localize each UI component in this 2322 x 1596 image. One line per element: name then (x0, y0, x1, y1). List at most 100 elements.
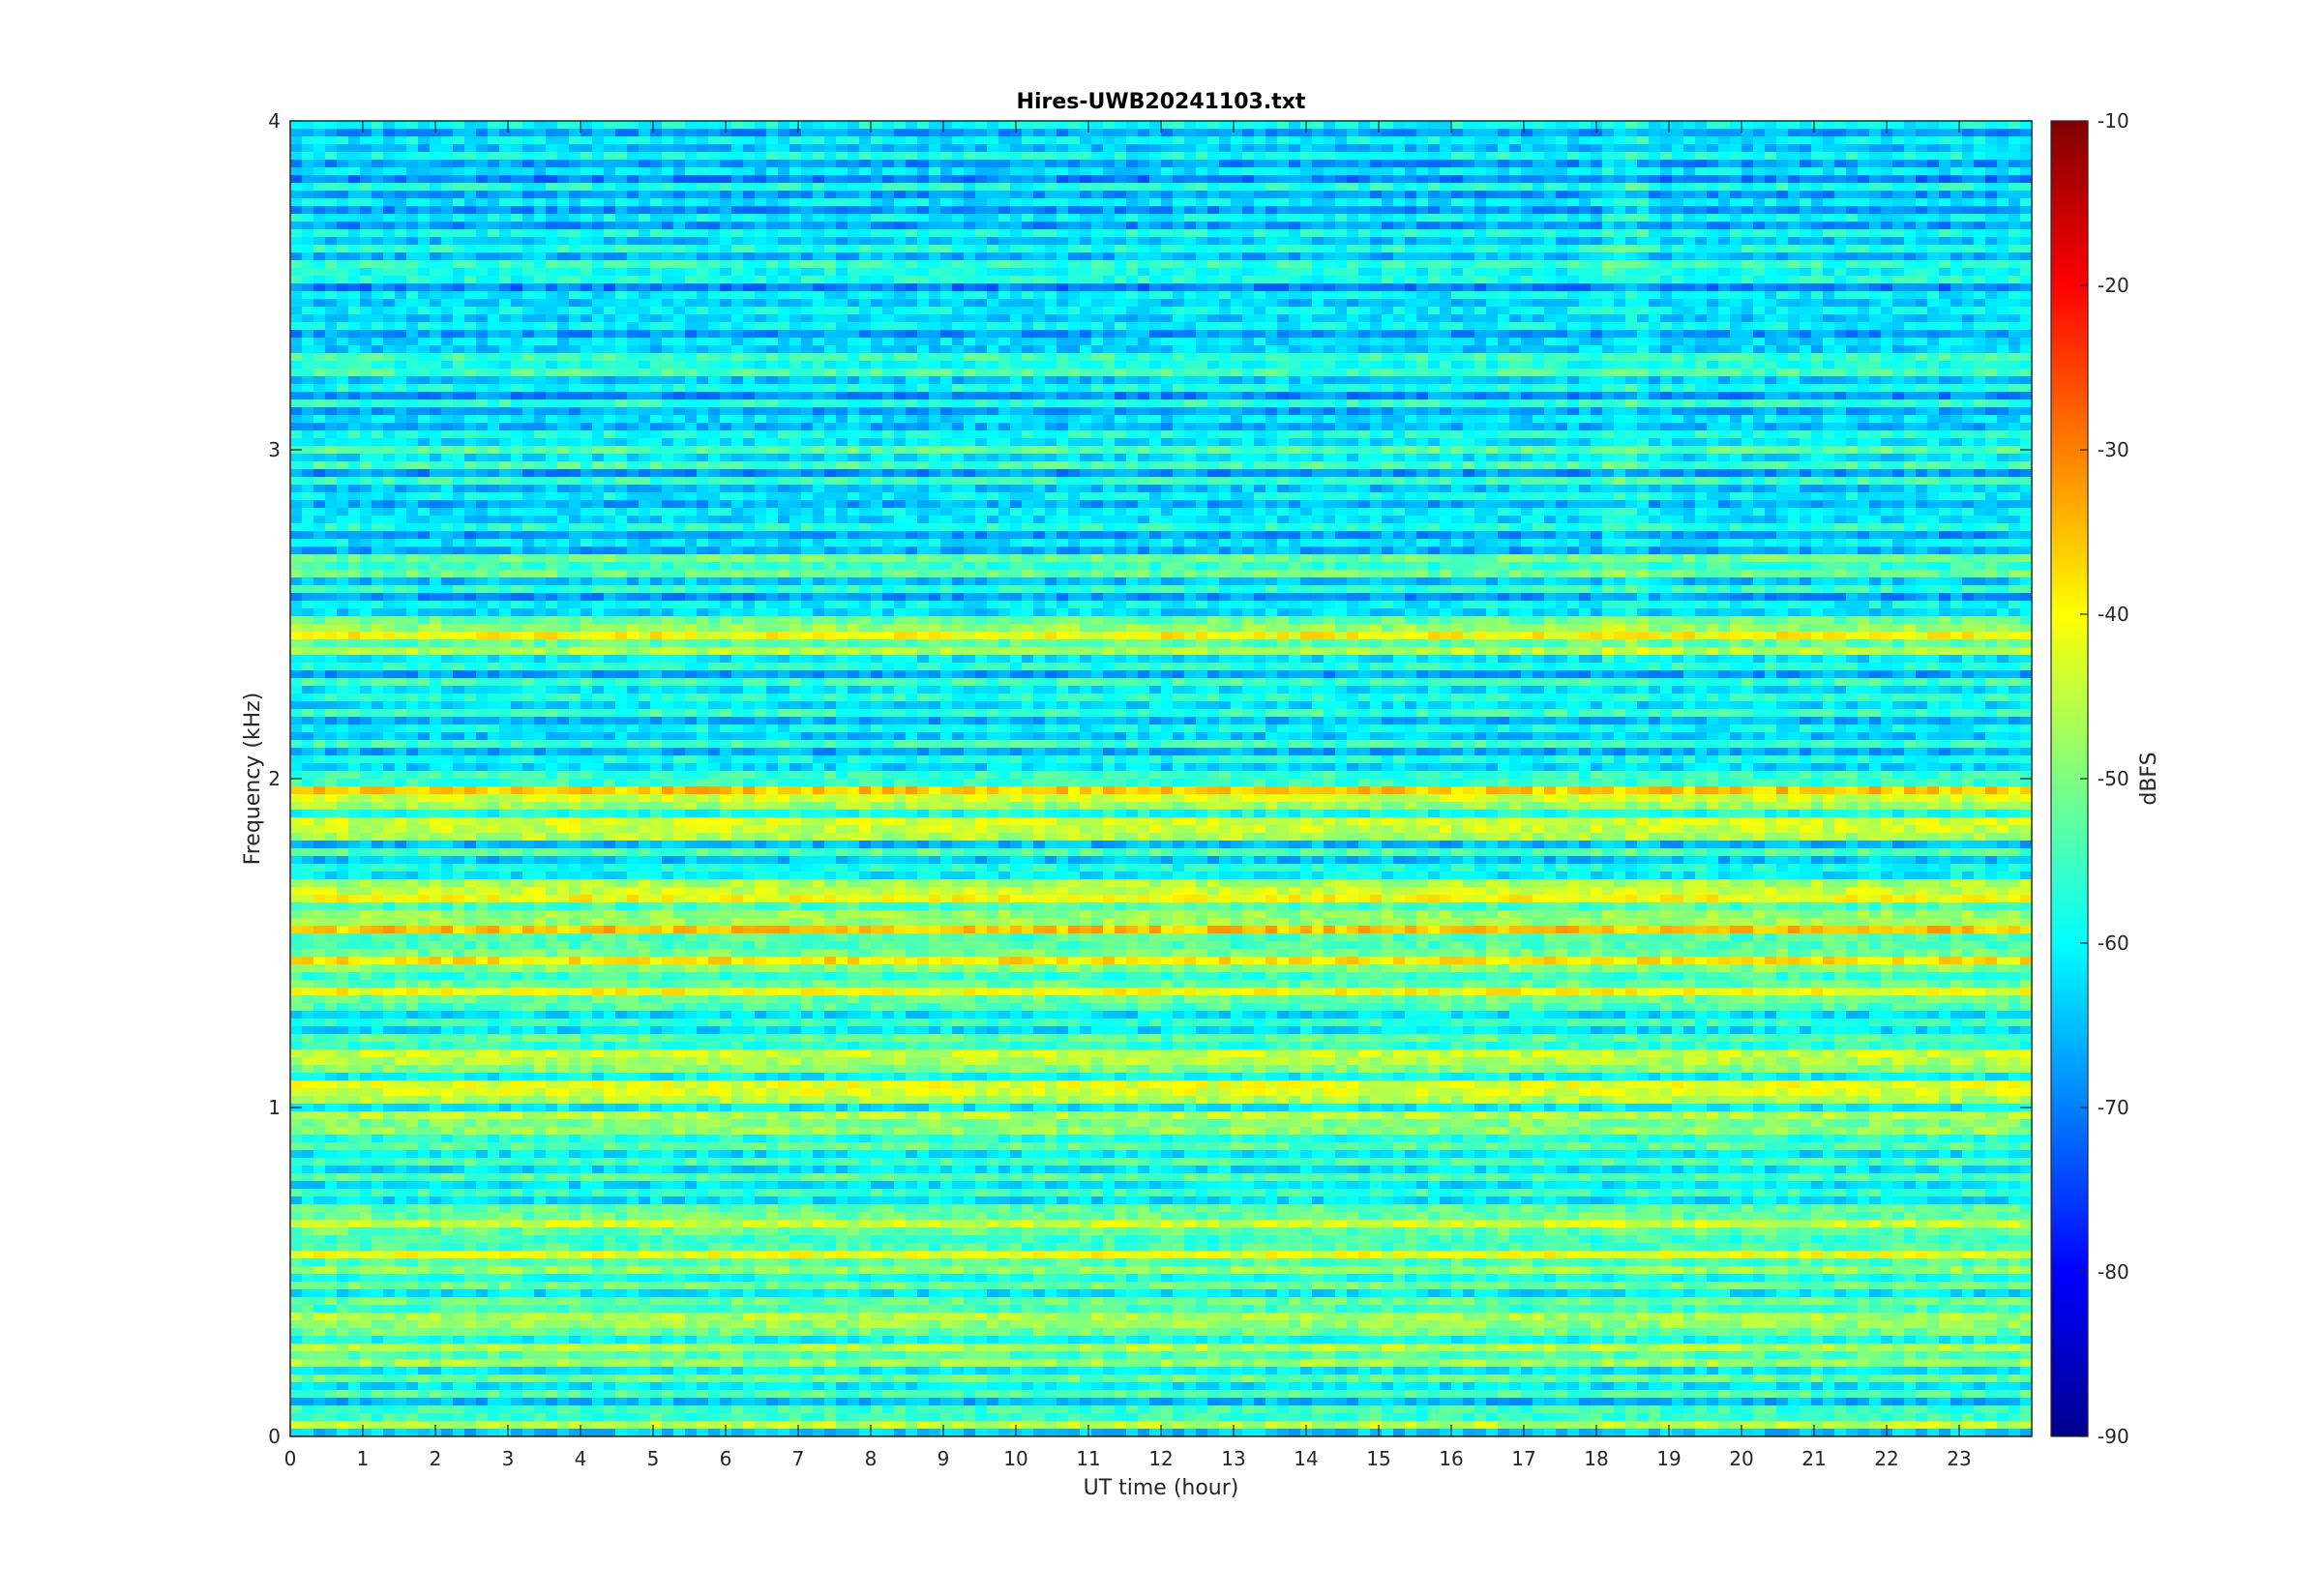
heatmap-cell (1591, 245, 1603, 253)
heatmap-cell (1184, 338, 1197, 346)
heatmap-cell (1103, 283, 1116, 292)
heatmap-cell (1289, 345, 1301, 354)
heatmap-cell (801, 129, 814, 137)
heatmap-cell (1962, 222, 1975, 230)
heatmap-cell (499, 314, 512, 323)
heatmap-cell (1591, 252, 1603, 261)
heatmap-cell (1173, 307, 1185, 315)
heatmap-cell (325, 160, 338, 168)
heatmap-cell (871, 361, 883, 369)
heatmap-cell (1985, 160, 1998, 168)
heatmap-cell (1834, 369, 1847, 377)
heatmap-cell (1800, 283, 1812, 292)
heatmap-cell (952, 299, 965, 308)
heatmap-cell (290, 167, 303, 176)
heatmap-cell (813, 353, 825, 362)
heatmap-cell (1103, 129, 1116, 137)
heatmap-cell (1335, 183, 1348, 192)
heatmap-cell (1579, 245, 1592, 253)
heatmap-cell (1823, 167, 1835, 176)
heatmap-cell (1567, 183, 1580, 192)
heatmap-cell (1416, 144, 1429, 153)
heatmap-cell (1138, 175, 1150, 184)
heatmap-cell (650, 214, 663, 222)
heatmap-cell (1138, 252, 1150, 261)
heatmap-cell (685, 361, 698, 369)
heatmap-cell (1498, 268, 1510, 277)
heatmap-cell (1904, 322, 1917, 331)
heatmap-cell (627, 252, 640, 261)
heatmap-cell (488, 237, 500, 246)
heatmap-cell (1567, 160, 1580, 168)
heatmap-cell (337, 245, 349, 253)
heatmap-cell (1695, 369, 1708, 377)
heatmap-cell (940, 229, 953, 238)
heatmap-cell (1916, 206, 1928, 215)
heatmap-cell (1022, 167, 1034, 176)
heatmap-cell (848, 353, 860, 362)
heatmap-cell (1300, 322, 1313, 331)
heatmap-cell (1765, 121, 1777, 130)
heatmap-cell (615, 136, 628, 145)
heatmap-cell (1591, 152, 1603, 161)
heatmap-cell (1486, 160, 1499, 168)
heatmap-cell (360, 345, 372, 354)
heatmap-cell (2009, 322, 2021, 331)
heatmap-cell (1463, 299, 1475, 308)
heatmap-cell (1045, 160, 1057, 168)
heatmap-row (290, 136, 2033, 145)
heatmap-cell (1742, 191, 1754, 199)
heatmap-cell (1103, 314, 1116, 323)
heatmap-cell (1405, 136, 1417, 145)
heatmap-cell (1265, 175, 1278, 184)
heatmap-cell (871, 276, 883, 284)
heatmap-cell (1416, 322, 1429, 331)
heatmap-cell (1672, 338, 1684, 346)
heatmap-cell (1718, 299, 1731, 308)
heatmap-cell (383, 175, 396, 184)
heatmap-cell (1788, 245, 1801, 253)
heatmap-cell (557, 160, 570, 168)
heatmap-cell (557, 136, 570, 145)
heatmap-cell (1718, 183, 1731, 192)
heatmap-cell (685, 260, 698, 269)
heatmap-cell (418, 252, 431, 261)
heatmap-cell (1358, 245, 1371, 253)
heatmap-cell (824, 260, 837, 269)
heatmap-cell (1985, 283, 1998, 292)
heatmap-cell (488, 183, 500, 192)
heatmap-cell (395, 252, 407, 261)
heatmap-cell (1068, 206, 1081, 215)
heatmap-cell (1068, 229, 1081, 238)
heatmap-cell (337, 144, 349, 153)
heatmap-cell (1335, 152, 1348, 161)
heatmap-cell (1985, 175, 1998, 184)
heatmap-cell (731, 268, 744, 277)
heatmap-cell (1428, 369, 1441, 377)
heatmap-cell (766, 361, 779, 369)
heatmap-cell (906, 121, 918, 130)
heatmap-cell (337, 369, 349, 377)
heatmap-cell (848, 206, 860, 215)
heatmap-cell (395, 291, 407, 300)
heatmap-cell (522, 214, 535, 222)
heatmap-cell (383, 314, 396, 323)
heatmap-cell (1834, 214, 1847, 222)
heatmap-cell (952, 191, 965, 199)
heatmap-cell (1695, 229, 1708, 238)
heatmap-cell (1126, 260, 1139, 269)
heatmap-cell (1265, 222, 1278, 230)
heatmap-cell (441, 361, 454, 369)
heatmap-row (290, 338, 2033, 346)
heatmap-cell (337, 237, 349, 246)
heatmap-cell (1927, 160, 1940, 168)
heatmap-cell (1451, 307, 1464, 315)
heatmap-cell (1707, 222, 1719, 230)
heatmap-cell (1637, 369, 1650, 377)
heatmap-cell (1753, 260, 1766, 269)
heatmap-cell (1312, 330, 1325, 339)
heatmap-cell (1068, 291, 1081, 300)
heatmap-cell (1057, 152, 1069, 161)
heatmap-cell (1707, 276, 1719, 284)
heatmap-cell (1138, 136, 1150, 145)
